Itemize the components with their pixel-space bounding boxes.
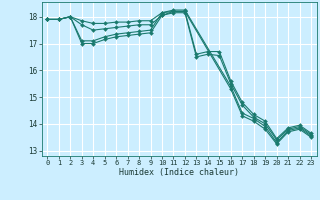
X-axis label: Humidex (Indice chaleur): Humidex (Indice chaleur) bbox=[119, 168, 239, 177]
